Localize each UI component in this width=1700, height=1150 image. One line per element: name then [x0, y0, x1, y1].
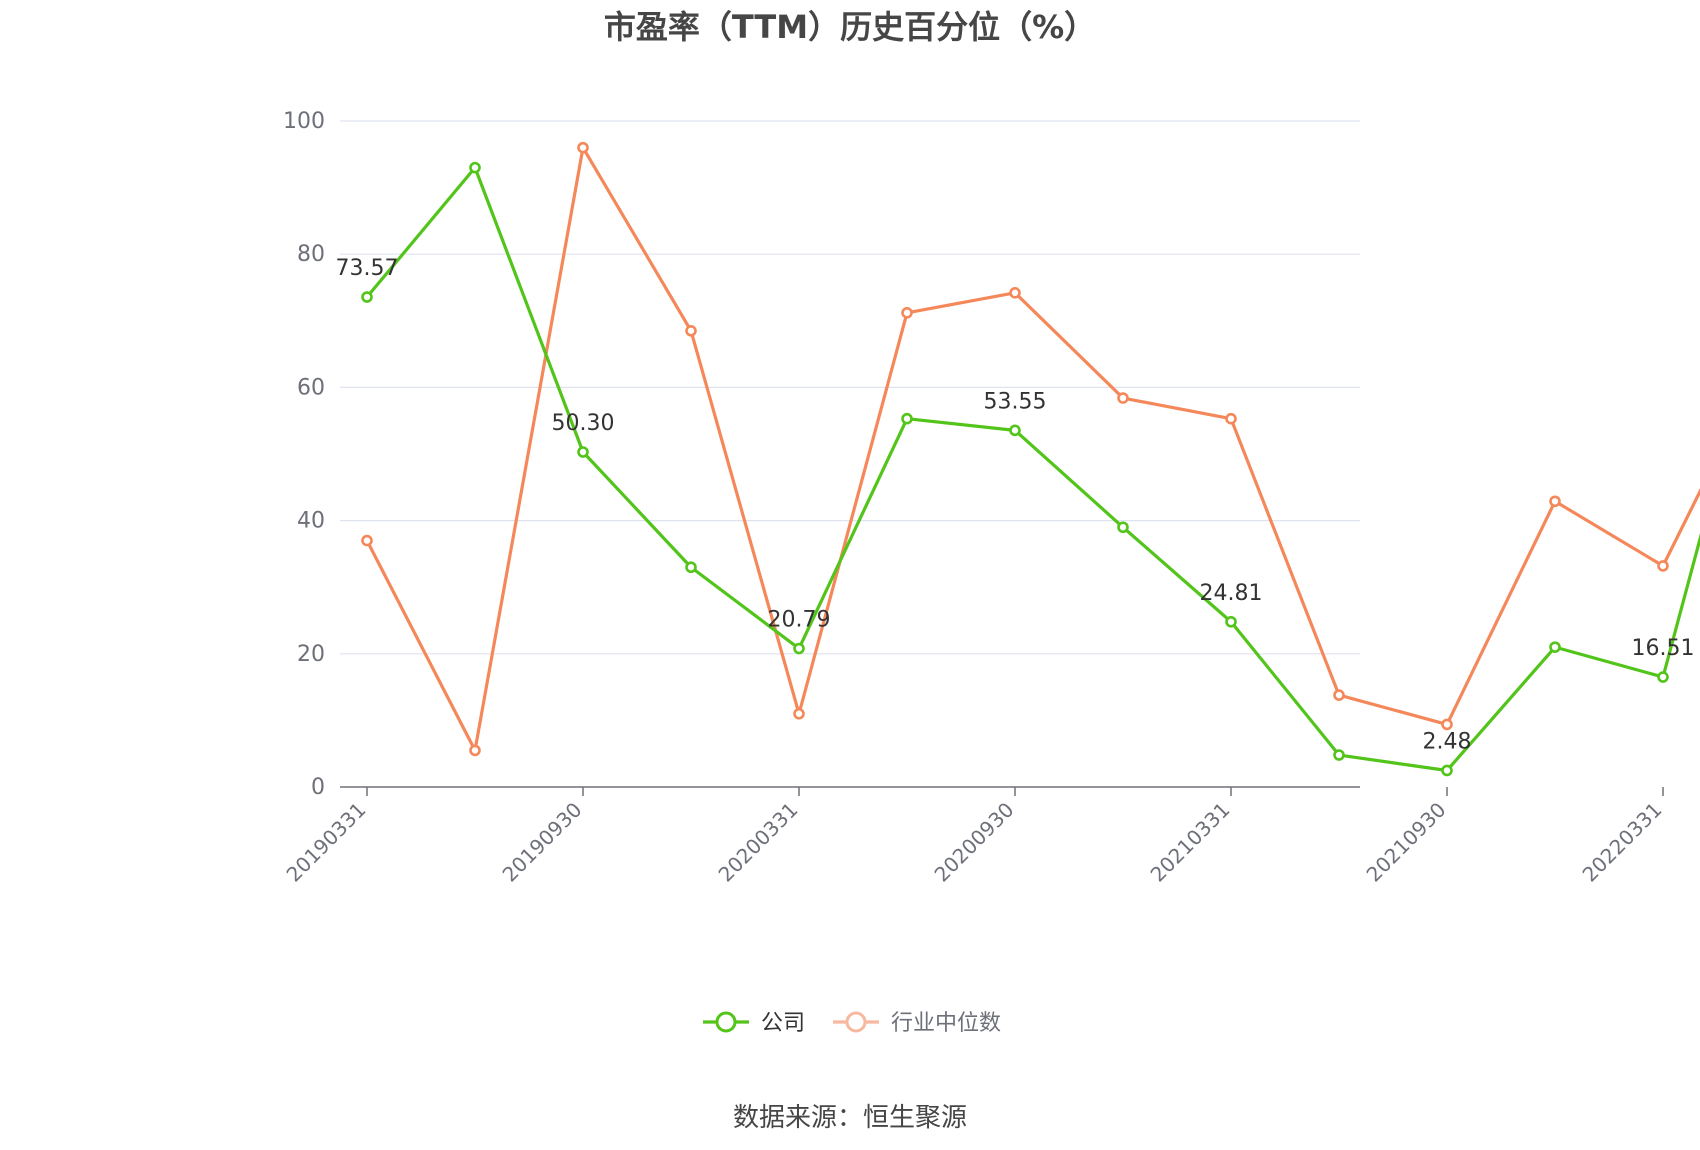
data-point-company: [901, 412, 913, 425]
data-point-industry: [1657, 560, 1669, 572]
data-point-industry: [1333, 689, 1345, 701]
data-point-company: [793, 642, 805, 655]
data-label: 53.55: [984, 389, 1047, 414]
x-axis: 20190331 20190930 20200331 20200930 20210331…: [282, 786, 1667, 887]
data-point-company: [577, 446, 589, 458]
data-label: 50.30: [552, 411, 615, 436]
data-point-company: [1225, 615, 1237, 628]
data-point-company: [685, 561, 697, 574]
data-point-company: [1333, 749, 1345, 761]
data-point-industry: [577, 141, 589, 154]
data-labels: 73.5750.3020.7953.5524.812.4816.5192.304…: [336, 256, 1695, 754]
legend-item-company[interactable]: 公司: [703, 1011, 805, 1036]
legend-item-industry[interactable]: 行业中位数: [833, 1011, 1001, 1036]
data-label: 73.57: [336, 256, 399, 281]
y-tick-label: 100: [283, 109, 325, 134]
data-point-industry: [685, 324, 697, 337]
legend-label: 公司: [761, 1011, 805, 1036]
legend-swatch-marker: [845, 1011, 867, 1033]
series-line-company: [365, 166, 1700, 773]
legend[interactable]: 公司 行业中位数: [703, 1011, 1001, 1036]
data-point-company: [1009, 424, 1021, 437]
x-tick-label: 20200930: [930, 798, 1019, 887]
data-point-industry: [793, 707, 805, 720]
chart-title: 市盈率（TTM）历史百分位（%）: [604, 8, 1096, 46]
data-point-industry: [1441, 718, 1453, 731]
data-label: 20.79: [768, 608, 831, 633]
data-point-company: [1549, 641, 1561, 653]
x-tick-label: 20210331: [1146, 798, 1235, 887]
data-point-company: [1117, 521, 1129, 534]
data-point-industry: [901, 307, 913, 319]
data-label: 24.81: [1200, 581, 1263, 606]
data-label: 2.48: [1423, 729, 1472, 754]
x-tick-label: 20210930: [1362, 798, 1451, 887]
data-point-industry: [1117, 392, 1129, 404]
data-point-industry: [1009, 287, 1021, 299]
y-axis: 0 20 40 60 80 100: [283, 109, 325, 800]
y-tick-label: 80: [297, 242, 325, 267]
legend-label: 行业中位数: [891, 1011, 1001, 1036]
legend-swatch-marker: [715, 1011, 737, 1033]
data-point-industry: [1225, 412, 1237, 425]
y-tick-label: 60: [297, 375, 325, 400]
y-tick-label: 40: [297, 509, 325, 534]
x-tick-label: 20190930: [498, 798, 587, 887]
series-layer: [361, 141, 1700, 777]
x-tick-label: 20220331: [1578, 798, 1667, 887]
data-point-company: [469, 161, 481, 174]
x-tick-label: 20190331: [282, 798, 371, 887]
y-tick-label: 20: [297, 642, 325, 667]
source-note: 数据来源：恒生聚源: [733, 1103, 967, 1133]
data-point-industry: [1549, 495, 1561, 508]
data-label: 16.51: [1632, 636, 1695, 661]
x-tick-label: 20200331: [714, 798, 803, 887]
grid: [340, 120, 1360, 655]
data-point-industry: [469, 744, 481, 757]
data-point-company: [1657, 671, 1669, 683]
data-point-industry: [361, 534, 373, 547]
data-point-company: [361, 291, 373, 303]
data-point-company: [1441, 764, 1453, 777]
y-tick-label: 0: [311, 775, 325, 800]
